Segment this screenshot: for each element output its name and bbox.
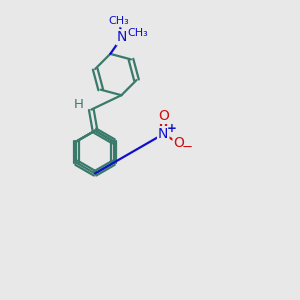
Text: O: O <box>174 136 184 150</box>
Text: N: N <box>117 30 127 44</box>
Text: −: − <box>182 141 193 154</box>
Text: +: + <box>167 122 177 135</box>
Text: O: O <box>158 109 169 123</box>
Text: CH₃: CH₃ <box>127 28 148 38</box>
Text: H: H <box>73 98 83 111</box>
Text: CH₃: CH₃ <box>109 16 130 26</box>
Text: N: N <box>158 127 168 141</box>
